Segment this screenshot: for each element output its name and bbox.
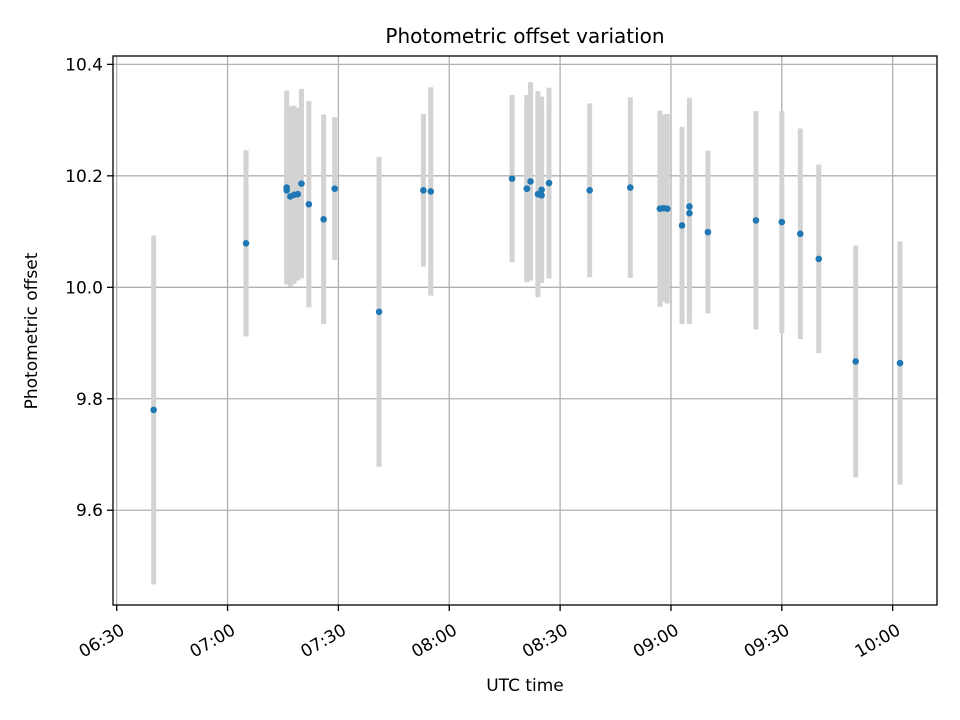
data-point: [686, 203, 693, 210]
data-point: [686, 209, 693, 217]
data-point: [663, 205, 671, 213]
data-point: [298, 180, 305, 187]
data-point: [704, 228, 712, 236]
data-point: [150, 406, 157, 414]
chart-title: Photometric offset variation: [385, 24, 664, 48]
data-points: [150, 175, 904, 414]
data-point: [375, 308, 383, 316]
data-point: [242, 239, 250, 247]
data-point: [283, 187, 290, 194]
y-axis: 9.6 9.8 10.0 10.2 10.4: [65, 55, 113, 521]
data-point: [331, 185, 339, 192]
data-point: [523, 185, 531, 192]
x-tick-label: 07:30: [297, 620, 349, 662]
error-bars: [151, 82, 903, 585]
y-tick-label: 9.6: [76, 501, 103, 521]
y-tick-label: 10.0: [65, 278, 103, 298]
data-point: [896, 359, 904, 367]
y-tick-label: 9.8: [76, 390, 103, 410]
y-tick-label: 10.4: [65, 55, 103, 75]
x-axis-title: UTC time: [486, 676, 564, 696]
data-point: [420, 187, 427, 194]
x-tick-label: 09:30: [741, 620, 793, 662]
data-point: [320, 216, 327, 223]
data-point: [586, 187, 593, 194]
data-point: [527, 178, 534, 185]
x-tick-label: 07:00: [187, 620, 239, 662]
x-tick-label: 10:00: [852, 620, 904, 662]
data-point: [796, 230, 804, 238]
data-point: [752, 217, 760, 224]
data-point: [538, 192, 545, 199]
data-point: [538, 186, 545, 194]
grid: [113, 56, 937, 605]
data-point: [852, 358, 860, 365]
data-point: [627, 184, 634, 191]
data-point: [305, 200, 313, 208]
x-tick-label: 06:30: [76, 620, 128, 662]
x-tick-label: 08:30: [519, 620, 571, 662]
data-point: [815, 255, 823, 263]
data-point: [545, 179, 553, 187]
data-point: [427, 188, 435, 195]
plot-frame: [112, 55, 938, 606]
x-tick-label: 09:00: [630, 620, 682, 662]
data-point: [778, 218, 786, 226]
y-tick-label: 10.2: [65, 167, 103, 187]
x-axis: 06:30 07:00 07:30 08:00 08:30 09:00 09:30 10:00: [76, 605, 904, 662]
x-tick-label: 08:00: [408, 620, 460, 662]
y-axis-title: Photometric offset: [22, 252, 42, 409]
data-point: [508, 175, 516, 182]
data-point: [294, 190, 302, 198]
data-point: [678, 222, 686, 229]
